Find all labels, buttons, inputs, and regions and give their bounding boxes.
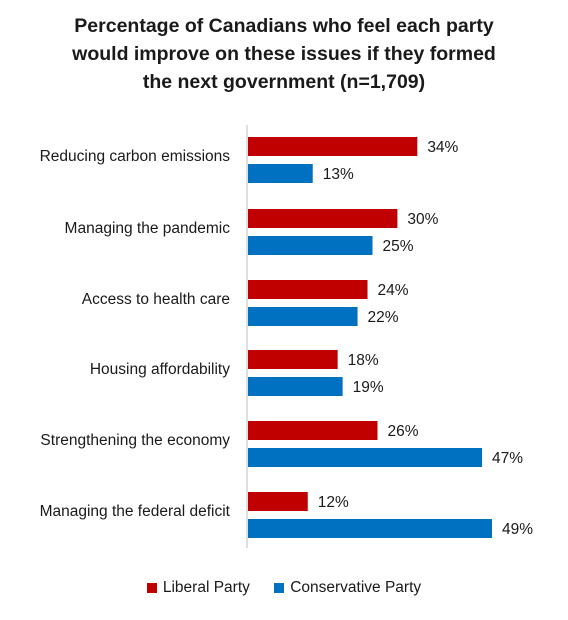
legend-item-liberal: Liberal Party (146, 579, 250, 597)
bar-liberal (248, 137, 418, 156)
data-label-conservative: 22% (368, 309, 399, 326)
bar-liberal (248, 492, 308, 511)
category-label: Housing affordability (90, 361, 230, 378)
bar-liberal (248, 209, 398, 228)
chart-title-line-1: Percentage of Canadians who feel each pa… (74, 15, 494, 37)
bar-liberal (248, 350, 338, 369)
legend-label-conservative: Conservative Party (290, 579, 422, 596)
chart-title-line-3: the next government (n=1,709) (142, 71, 426, 93)
legend-swatch-conservative (274, 583, 285, 593)
bar-conservative (248, 377, 343, 396)
legend: Liberal Party Conservative Party (0, 579, 568, 598)
data-label-conservative: 25% (383, 238, 414, 255)
data-label-liberal: 12% (318, 494, 349, 511)
bar-chart: Reducing carbon emissions 34% 13% Managing … (40, 125, 533, 548)
data-label-liberal: 30% (407, 211, 438, 228)
bar-liberal (248, 280, 368, 299)
data-label-conservative: 47% (492, 450, 523, 467)
data-label-conservative: 49% (502, 521, 533, 538)
category-label: Managing the pandemic (65, 220, 231, 237)
chart-title: Percentage of Canadians who feel each pa… (20, 12, 548, 96)
bar-conservative (248, 164, 313, 183)
bar-conservative (248, 448, 483, 467)
bar-liberal (248, 421, 378, 440)
category-label: Access to health care (82, 291, 230, 308)
legend-label-liberal: Liberal Party (162, 579, 250, 596)
bar-conservative (248, 519, 493, 538)
data-label-liberal: 34% (427, 139, 458, 156)
bar-conservative (248, 236, 373, 255)
data-label-conservative: 19% (353, 379, 384, 396)
legend-swatch-liberal (146, 583, 157, 593)
bar-conservative (248, 307, 358, 326)
data-label-liberal: 26% (387, 423, 418, 440)
legend-item-conservative: Conservative Party (274, 579, 421, 597)
data-label-liberal: 18% (348, 352, 379, 369)
category-label: Managing the federal deficit (40, 503, 231, 520)
data-label-liberal: 24% (378, 282, 409, 299)
data-label-conservative: 13% (323, 166, 354, 183)
category-label: Strengthening the economy (40, 432, 230, 449)
chart-title-line-2: would improve on these issues if they fo… (72, 43, 496, 65)
category-label: Reducing carbon emissions (40, 148, 231, 165)
